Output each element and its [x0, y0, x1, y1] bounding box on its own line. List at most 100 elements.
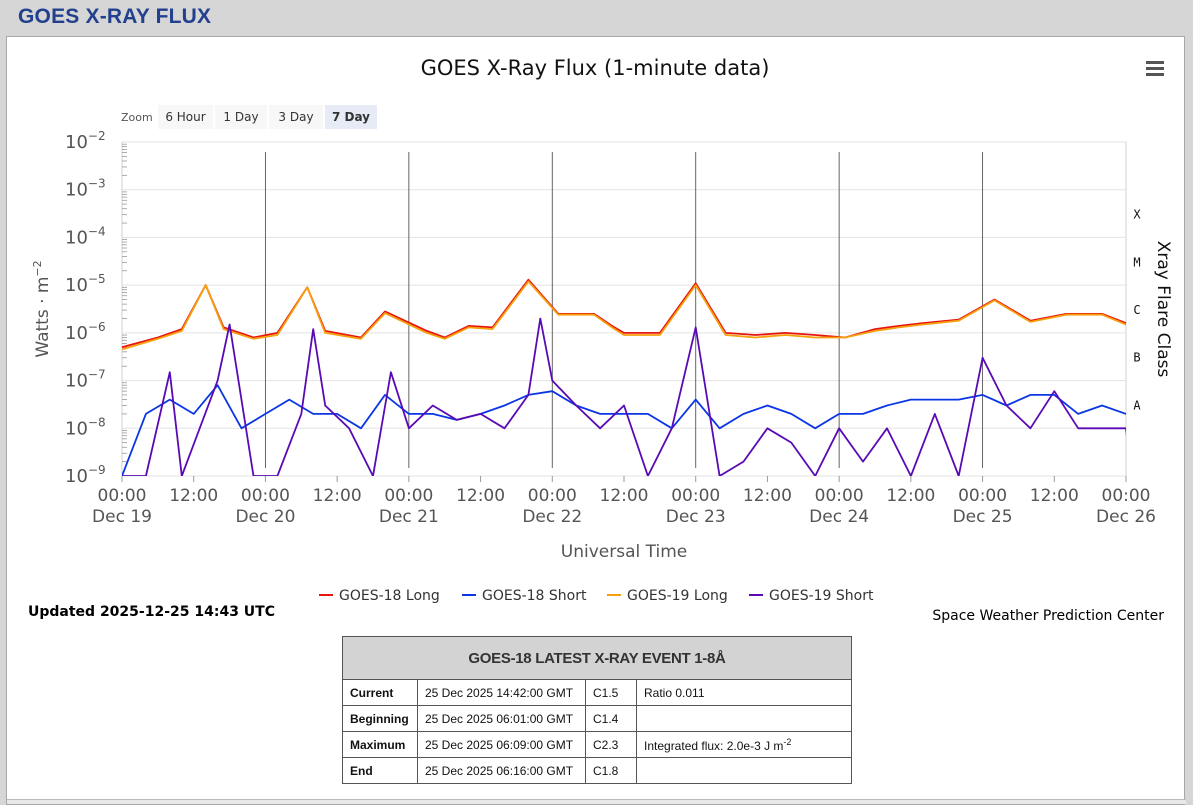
- x-tick-time: 00:00: [958, 486, 1007, 506]
- y-tick-exp: −2: [88, 129, 106, 143]
- y-tick-exp: −5: [88, 272, 106, 286]
- event-table-title: GOES-18 LATEST X-RAY EVENT 1-8Å: [342, 636, 852, 680]
- y-tick-label: 10−6: [65, 320, 106, 344]
- event-row-time: 25 Dec 2025 06:09:00 GMT: [417, 731, 586, 758]
- legend-item[interactable]: GOES-19 Short: [769, 588, 874, 604]
- x-tick-time: 12:00: [456, 486, 505, 506]
- event-row-extra: [636, 757, 852, 784]
- x-tick-date: Dec 25: [953, 507, 1013, 527]
- x-tick-date: Dec 20: [235, 507, 295, 527]
- zoom-button-bg[interactable]: [269, 105, 323, 129]
- zoom-button-bg[interactable]: [325, 105, 377, 129]
- zoom-button-3-day[interactable]: 3 Day: [278, 110, 313, 124]
- series-line-goes-19-long: [122, 280, 1126, 351]
- x-tick-time: 12:00: [886, 486, 935, 506]
- event-row: Current 25 Dec 2025 14:42:00 GMT C1.5 Ratio…: [342, 679, 852, 706]
- xray-flux-chart[interactable]: GOES X-Ray Flux (1-minute data) Zoom 6 Hou…: [7, 37, 1184, 804]
- updated-timestamp: Updated 2025-12-25 14:43 UTC: [28, 604, 275, 620]
- x-axis-label: Universal Time: [561, 542, 687, 562]
- y-tick-exp: −4: [88, 224, 106, 238]
- y-tick-base: 10: [65, 371, 88, 392]
- x-tick-time: 00:00: [671, 486, 720, 506]
- event-row: Maximum 25 Dec 2025 06:09:00 GMT C2.3 Integ…: [342, 731, 852, 758]
- zoom-button-1-day[interactable]: 1 Day: [223, 110, 258, 124]
- series-line-goes-19-short: [122, 317, 1126, 476]
- y-tick-label: 10−2: [65, 129, 106, 153]
- x-tick-date: Dec 22: [522, 507, 582, 527]
- right-axis-label: Xray Flare Class: [1153, 241, 1173, 378]
- x-tick-date: Dec 23: [666, 507, 726, 527]
- y-tick-exp: −6: [88, 320, 106, 334]
- y-tick-base: 10: [65, 180, 88, 201]
- bottom-strip: [7, 799, 1186, 804]
- event-row-label: End: [342, 757, 418, 784]
- chart-panel: GOES X-Ray Flux (1-minute data) Zoom 6 Hou…: [6, 36, 1186, 805]
- y-axis-label-sup: −2: [31, 260, 44, 276]
- y-tick-label: 10−5: [65, 272, 106, 296]
- x-tick-date: Dec 26: [1096, 507, 1156, 527]
- flare-class-label: A: [1133, 398, 1141, 412]
- y-tick-base: 10: [65, 227, 88, 248]
- flare-class-label: C: [1133, 303, 1140, 317]
- x-tick-time: 00:00: [241, 486, 290, 506]
- event-row: Beginning 25 Dec 2025 06:01:00 GMT C1.4: [342, 705, 852, 732]
- y-tick-exp: −9: [88, 463, 106, 477]
- event-row-class: C2.3: [585, 731, 637, 758]
- x-tick-date: Dec 19: [92, 507, 152, 527]
- chart-title: GOES X-Ray Flux (1-minute data): [421, 56, 770, 80]
- x-tick-time: 12:00: [1030, 486, 1079, 506]
- event-row-extra: [636, 705, 852, 732]
- page-header: GOES X-RAY FLUX: [0, 0, 1193, 36]
- zoom-button-7-day[interactable]: 7 Day: [332, 110, 370, 124]
- event-row-class: C1.5: [585, 679, 637, 706]
- event-row-time: 25 Dec 2025 14:42:00 GMT: [417, 679, 586, 706]
- event-row-label: Current: [342, 679, 418, 706]
- event-row-extra: Ratio 0.011: [636, 679, 852, 706]
- event-row-label: Beginning: [342, 705, 418, 732]
- event-row-extra: Integrated flux: 2.0e-3 J m-2: [636, 731, 852, 758]
- y-tick-exp: −7: [88, 368, 106, 382]
- series-line-goes-18-short: [122, 384, 1126, 476]
- y-tick-label: 10−4: [65, 224, 106, 248]
- x-tick-time: 00:00: [815, 486, 864, 506]
- event-row-extra-sup: -2: [783, 736, 792, 747]
- event-row-time: 25 Dec 2025 06:01:00 GMT: [417, 705, 586, 732]
- zoom-button-bg[interactable]: [158, 105, 213, 129]
- credit-label: Space Weather Prediction Center: [932, 608, 1164, 624]
- x-tick-time: 00:00: [528, 486, 577, 506]
- chart-menu-icon[interactable]: [1146, 61, 1164, 77]
- x-tick-time: 12:00: [743, 486, 792, 506]
- page-title: GOES X-RAY FLUX: [18, 5, 212, 28]
- flare-class-label: M: [1133, 255, 1140, 269]
- event-row-class: C1.8: [585, 757, 637, 784]
- legend-item[interactable]: GOES-19 Long: [627, 588, 728, 604]
- legend-item[interactable]: GOES-18 Long: [339, 588, 440, 604]
- event-row-label: Maximum: [342, 731, 418, 758]
- y-tick-base: 10: [65, 323, 88, 344]
- x-tick-time: 00:00: [1102, 486, 1151, 506]
- x-tick-time: 12:00: [313, 486, 362, 506]
- y-tick-exp: −8: [88, 415, 106, 429]
- zoom-button-6-hour[interactable]: 6 Hour: [165, 110, 205, 124]
- x-tick-date: Dec 24: [809, 507, 869, 527]
- x-tick-date: Dec 21: [379, 507, 439, 527]
- series-line-goes-18-long: [122, 278, 1126, 349]
- event-row-extra-text: Integrated flux: 2.0e-3 J m: [644, 738, 784, 753]
- y-tick-label: 10−9: [65, 463, 106, 487]
- zoom-label: Zoom: [121, 111, 153, 124]
- y-tick-label: 10−7: [65, 368, 106, 392]
- legend-item[interactable]: GOES-18 Short: [482, 588, 587, 604]
- x-tick-time: 12:00: [600, 486, 649, 506]
- flare-class-label: B: [1133, 351, 1140, 365]
- plot-area: [121, 141, 1127, 477]
- x-tick-time: 00:00: [98, 486, 147, 506]
- flare-class-label: X: [1133, 208, 1141, 222]
- y-tick-base: 10: [65, 466, 88, 487]
- event-row-class: C1.4: [585, 705, 637, 732]
- zoom-button-bg[interactable]: [215, 105, 267, 129]
- latest-event-table: GOES-18 LATEST X-RAY EVENT 1-8Å Current 2…: [342, 636, 852, 784]
- event-row: End 25 Dec 2025 06:16:00 GMT C1.8: [342, 757, 852, 784]
- y-tick-base: 10: [65, 418, 88, 439]
- y-axis-label-text: Watts · m: [33, 277, 53, 358]
- y-tick-label: 10−3: [65, 177, 106, 201]
